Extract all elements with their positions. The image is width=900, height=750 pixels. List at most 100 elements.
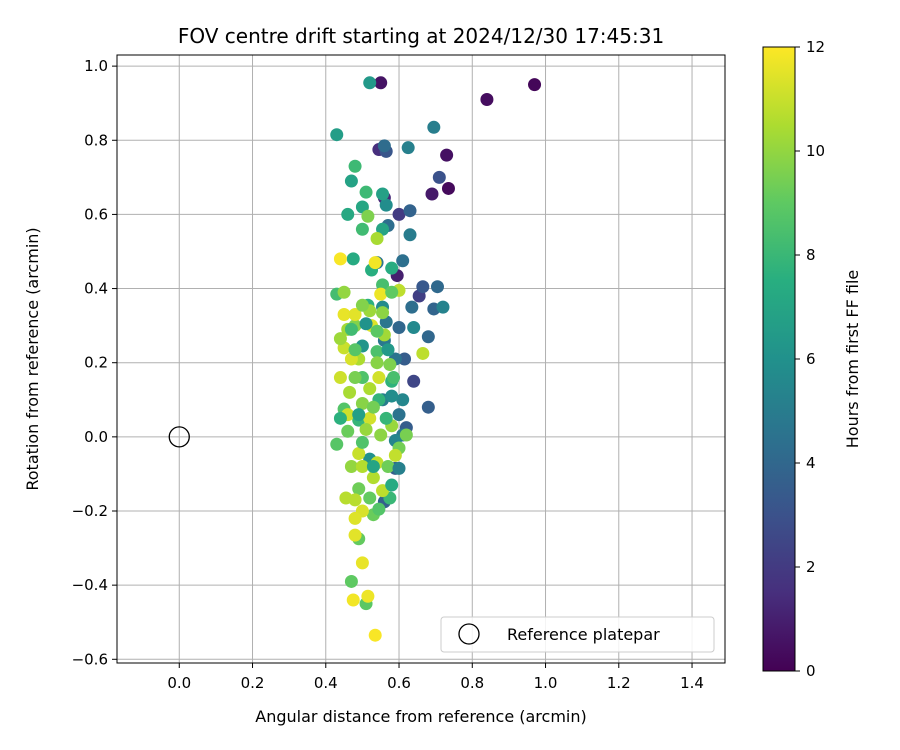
data-point: [398, 352, 412, 366]
data-point: [348, 343, 362, 357]
reference-platepar-marker: [168, 426, 190, 448]
data-point: [374, 428, 388, 442]
colorbar-gradient: [762, 46, 796, 672]
data-point: [383, 358, 397, 372]
data-point: [366, 400, 380, 414]
legend-box: [440, 616, 715, 653]
data-point: [330, 437, 344, 451]
data-point: [363, 382, 377, 396]
data-point: [388, 448, 402, 462]
data-point: [401, 141, 415, 155]
data-point: [528, 78, 542, 92]
data-point: [425, 187, 439, 201]
y-tick-label: 0.4: [84, 280, 108, 298]
data-point: [337, 308, 351, 322]
data-point: [379, 411, 393, 425]
plot-frame: [116, 54, 726, 664]
legend-open-circle-marker: [458, 623, 480, 645]
colorbar-tick-label: 2: [806, 558, 816, 576]
y-axis-label: Rotation from reference (arcmin): [23, 227, 42, 490]
data-point: [344, 322, 358, 336]
data-point: [385, 261, 399, 275]
data-point: [348, 308, 362, 322]
data-point: [374, 287, 388, 301]
data-point: [372, 371, 386, 385]
data-point: [333, 252, 347, 266]
data-point: [381, 460, 395, 474]
data-point: [348, 511, 362, 525]
data-point: [359, 317, 373, 331]
data-point: [330, 128, 344, 142]
data-point: [430, 280, 444, 294]
y-tick-label: 0.0: [84, 428, 108, 446]
data-point: [392, 461, 406, 475]
data-point: [348, 159, 362, 173]
data-point: [421, 400, 435, 414]
data-point: [440, 148, 454, 162]
y-tick-label: 0.6: [84, 205, 108, 223]
data-point: [341, 207, 355, 221]
data-point: [339, 491, 353, 505]
data-point: [361, 589, 375, 603]
data-point: [363, 491, 377, 505]
y-tick-label: 1.0: [84, 57, 108, 75]
data-point: [333, 332, 347, 346]
data-point: [416, 280, 430, 294]
data-point: [372, 502, 386, 516]
data-point: [416, 346, 430, 360]
colorbar-tick-label: 6: [806, 350, 816, 368]
data-point: [344, 174, 358, 188]
colorbar-ticks: 0 2 4 6 8 10 12: [795, 38, 825, 680]
x-tick-label: 0.8: [460, 674, 484, 692]
x-tick-label: 1.0: [534, 674, 558, 692]
data-point: [355, 396, 369, 410]
data-point: [355, 460, 369, 474]
data-point: [337, 285, 351, 299]
data-point: [343, 385, 357, 399]
y-axis-ticks: −0.6 −0.4 −0.2 0.0 0.2 0.4 0.6 0.8 1.0: [72, 57, 117, 668]
y-tick-label: −0.2: [72, 502, 108, 520]
data-point: [348, 528, 362, 542]
data-point: [396, 254, 410, 268]
y-tick-label: 0.2: [84, 354, 108, 372]
data-point: [385, 389, 399, 403]
data-point: [376, 306, 390, 320]
data-point: [441, 181, 455, 195]
data-point: [480, 92, 494, 106]
data-point: [387, 371, 401, 385]
data-point: [352, 482, 366, 496]
data-point: [355, 298, 369, 312]
data-point: [392, 207, 406, 221]
data-point: [385, 478, 399, 492]
data-point: [355, 222, 369, 236]
colorbar-tick-label: 8: [806, 246, 816, 264]
data-point: [359, 422, 373, 436]
data-point: [381, 343, 395, 357]
data-point: [370, 324, 384, 338]
x-tick-label: 0.0: [167, 674, 191, 692]
data-point: [352, 447, 366, 461]
colorbar: 0 2 4 6 8 10 12 Hours from first FF file: [762, 38, 862, 680]
data-point: [376, 187, 390, 201]
data-points: [330, 76, 542, 642]
data-point: [363, 76, 377, 90]
x-tick-label: 1.2: [607, 674, 631, 692]
x-tick-label: 1.4: [680, 674, 704, 692]
data-point: [359, 185, 373, 199]
chart-title: FOV centre drift starting at 2024/12/30 …: [178, 24, 664, 48]
data-point: [368, 256, 382, 270]
data-point: [366, 460, 380, 474]
legend: Reference platepar: [440, 616, 715, 653]
data-point: [344, 574, 358, 588]
data-point: [370, 356, 384, 370]
colorbar-label: Hours from first FF file: [843, 270, 862, 449]
data-point: [348, 371, 362, 385]
data-point: [436, 300, 450, 314]
data-point: [361, 209, 375, 223]
x-axis-ticks: 0.0 0.2 0.4 0.6 0.8 1.0 1.2 1.4: [167, 663, 704, 692]
data-point: [355, 435, 369, 449]
colorbar-tick-label: 12: [806, 38, 825, 56]
data-point: [352, 408, 366, 422]
data-point: [421, 330, 435, 344]
